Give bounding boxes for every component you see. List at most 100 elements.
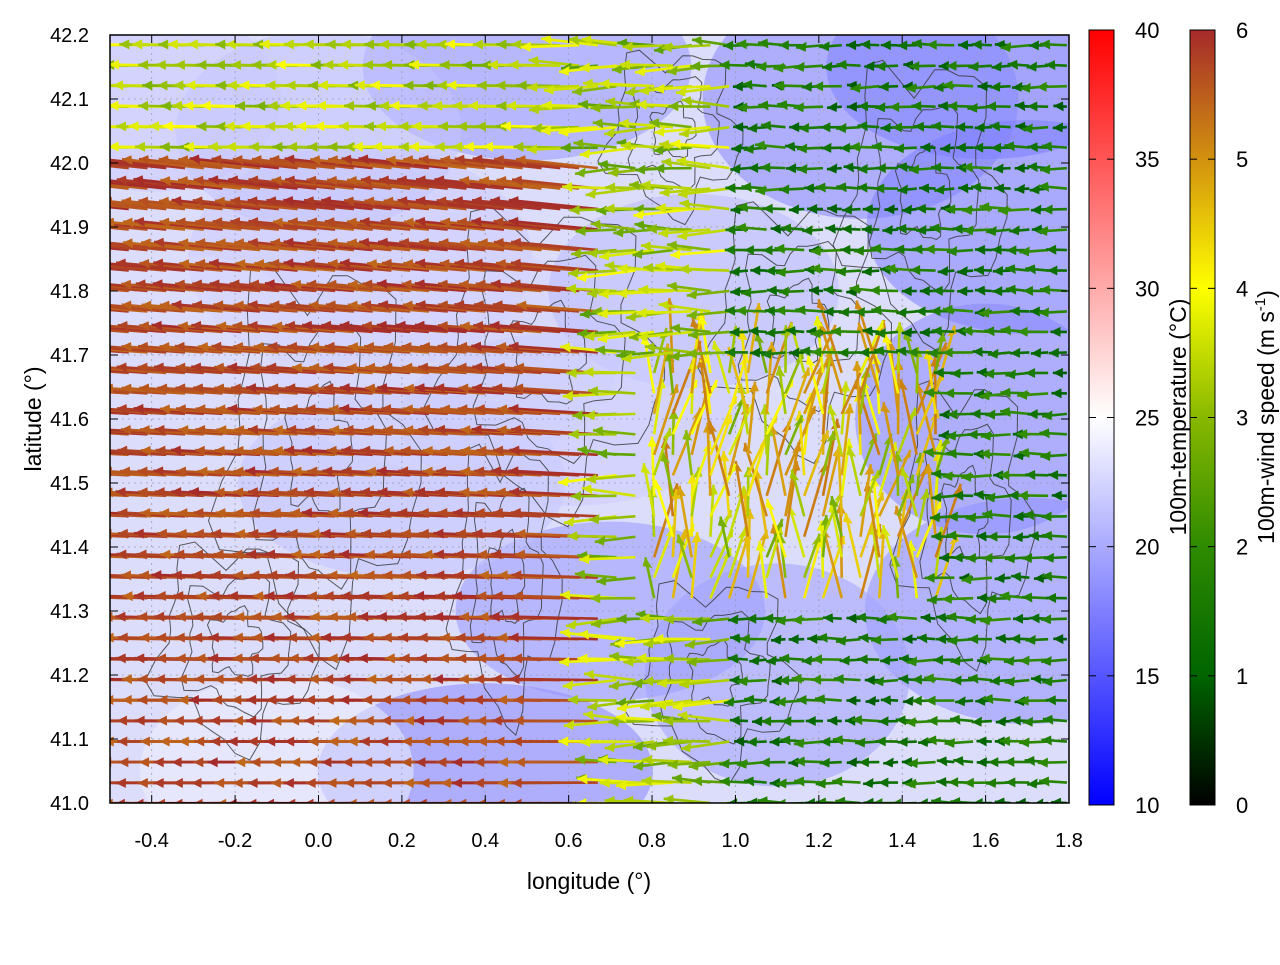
wind-arrow-head [41,259,51,269]
wind-arrow-head [96,258,106,268]
wind-arrow-head [21,736,31,746]
wind-arrow-head [41,633,51,643]
wind-arrow-head [28,653,38,663]
wind-arrow [26,778,110,788]
wind-arrow-head [103,384,113,394]
wind-arrow-head [79,570,89,580]
wind-arrow-head [23,155,33,165]
wind-arrow [25,176,110,189]
wind-arrow-head [63,570,73,580]
wind-arrow-head [26,778,36,788]
wind-arrow-head [102,197,112,207]
wind-arrow-head [97,425,107,435]
wind-arrow-shaft [24,596,110,598]
wind-arrow-head [634,804,645,814]
wind-arrow-head [20,716,30,726]
wind-arrow-head [100,321,110,331]
wind-arrow [29,321,110,332]
wind-arrow [24,196,110,209]
wind-arrow-shaft [25,180,110,189]
wind-arrow-shaft [28,658,110,659]
wind-arrow-head [62,508,72,518]
wind-arrow-shaft [29,326,110,332]
wind-arrow-head [23,259,33,269]
wind-arrow-head [29,321,39,331]
wind-arrow-head [23,529,33,539]
wind-arrow-head [77,591,87,601]
wind-arrow-head [79,446,89,456]
wind-arrow-head [40,196,50,206]
wind-arrow-head [26,570,36,580]
wind-arrow-head [63,653,73,663]
wind-arrow-head [80,653,90,663]
wind-arrow-head [61,259,71,269]
wind-arrow-head [65,197,75,207]
wind-arrow-head [103,695,113,705]
wind-arrow-head [77,778,87,788]
wind-arrow-head [28,301,38,311]
wind-arrow-head [24,799,34,809]
wind-arrow-head [99,238,109,248]
wind-arrow-head [48,716,58,726]
wind-arrow-head [47,446,57,456]
wind-arrow-head [84,508,94,518]
wind-arrow [634,803,691,814]
wind-arrow [23,259,110,271]
wind-arrow-head [66,778,76,788]
wind-arrow-head [45,321,55,331]
wind-arrow-head [60,446,70,456]
wind-arrow [22,633,110,643]
wind-arrow-head [61,238,71,248]
wind-arrow-head [98,591,108,601]
wind-arrow-head [26,695,36,705]
wind-arrow-head [24,591,34,601]
wind-arrow-head [99,342,109,352]
wind-arrow-shaft [26,783,110,784]
wind-arrow [23,238,110,250]
temperature-patch [140,676,414,865]
wind-arrow-head [41,778,51,788]
wind-arrow-head [100,300,110,310]
wind-arrow-head [44,653,54,663]
wind-arrow-head [47,757,57,767]
wind-arrow-shaft [24,200,110,209]
wind-arrow-head [63,591,73,601]
wind-arrow-head [28,280,38,290]
wind-arrow-head [83,695,93,705]
wind-arrow-shaft [509,679,598,680]
wind-arrow-head [81,259,91,269]
wind-arrow-head [82,757,92,767]
wind-arrow-shaft [24,513,110,517]
wind-arrow-head [96,653,106,663]
wind-arrow-head [20,549,30,559]
wind-arrow-head [104,736,114,746]
wind-arrow-head [46,176,56,186]
wind-arrow [28,653,110,663]
wind-arrow-head [44,570,54,580]
wind-arrow-head [83,197,93,207]
wind-arrow-shaft [509,637,598,639]
wind-arrow-head [66,695,76,705]
wind-arrow-head [25,176,35,186]
wind-arrow-head [81,238,91,248]
wind-arrow-head [99,404,109,414]
wind-arrow-head [62,321,72,331]
wind-arrow-head [22,633,32,643]
wind-arrow-head [24,674,34,684]
wind-arrow-head [98,716,108,726]
wind-arrow-shaft [23,263,110,271]
wind-arrow-head [24,508,34,518]
plot-area [20,0,1190,866]
wind-arrow-head [78,321,88,331]
wind-arrow-head [25,487,35,497]
wind-arrow-head [23,238,33,248]
wind-arrow-head [44,591,54,601]
wind-arrow-head [79,633,89,643]
wind-arrow-head [78,716,88,726]
temperature-patch [865,498,1190,724]
wind-arrow-head [98,570,108,580]
wind-arrow-head [44,508,54,518]
wind-arrow-head [102,612,112,622]
wind-arrow-shaft [634,803,691,810]
